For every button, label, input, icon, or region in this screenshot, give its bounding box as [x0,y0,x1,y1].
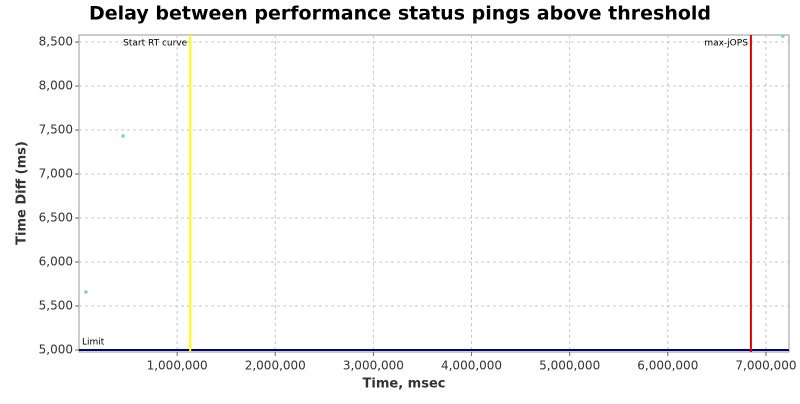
marker-label: Limit [82,337,105,347]
x-tick-label: 7,000,000 [735,359,796,373]
x-axis-label: Time, msec [363,377,446,392]
y-tick-label: 6,000 [39,254,73,268]
y-tick-label: 8,500 [39,35,73,49]
marker-label: max-jOPS [704,39,748,49]
x-tick-label: 1,000,000 [147,359,208,373]
point [121,134,125,138]
point [84,290,88,294]
y-tick-label: 8,000 [39,79,73,93]
y-tick-label: 7,000 [39,167,73,181]
plot-area [78,34,790,353]
x-tick-label: 4,000,000 [441,359,502,373]
y-tick-label: 5,000 [39,342,73,356]
y-tick-label: 5,500 [39,298,73,312]
x-tick-label: 3,000,000 [343,359,404,373]
point [781,34,785,38]
chart-title: Delay between performance status pings a… [89,3,711,25]
x-tick-label: 5,000,000 [539,359,600,373]
y-tick-label: 7,500 [39,123,73,137]
x-tick-label: 2,000,000 [245,359,306,373]
y-axis-label: Time Diff (ms) [15,141,30,245]
x-tick-label: 6,000,000 [637,359,698,373]
y-tick-label: 6,500 [39,211,73,225]
marker-label: Start RT curve [123,39,187,49]
